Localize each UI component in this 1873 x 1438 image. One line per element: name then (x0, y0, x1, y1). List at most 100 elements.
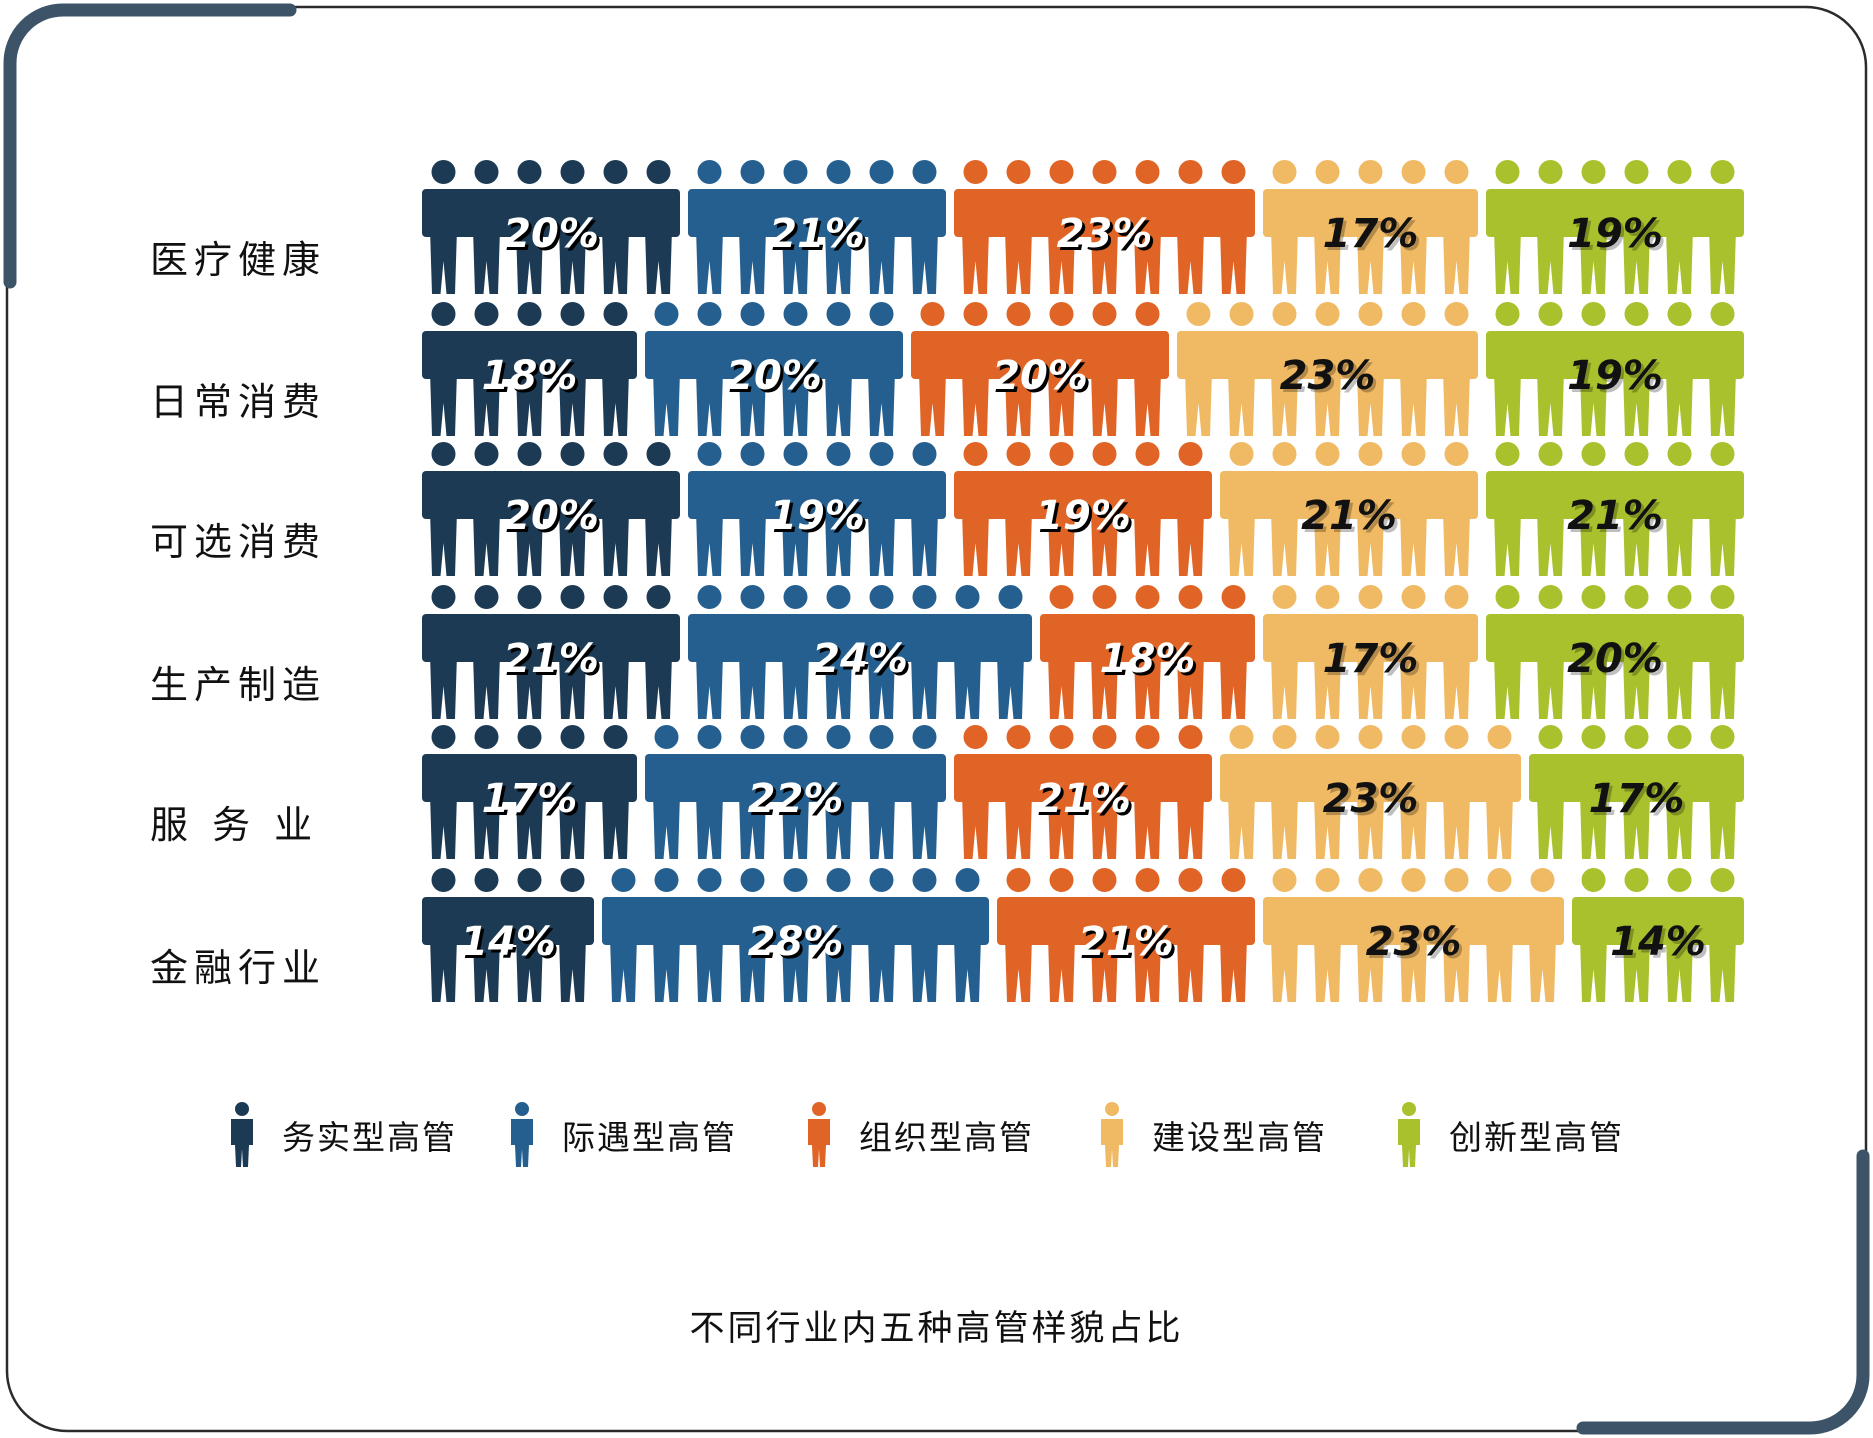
person-legs (430, 654, 457, 719)
person-legs (911, 654, 938, 719)
person-head (1358, 160, 1383, 184)
value-label-shadow: 19% (1038, 496, 1134, 542)
person-legs (1666, 511, 1693, 576)
person-legs (739, 654, 766, 719)
person-head (912, 585, 937, 609)
person-legs (825, 937, 852, 1002)
person-head (1667, 868, 1692, 892)
segment-4 (1177, 302, 1478, 436)
person-head (1538, 585, 1563, 609)
person-head (740, 868, 765, 892)
value-label: 21% (1078, 919, 1174, 965)
person-legs (1271, 937, 1298, 1002)
person-legs (1666, 371, 1693, 436)
value-label: 19% (769, 493, 865, 539)
person-legs (868, 229, 895, 294)
person-legs (1537, 794, 1564, 859)
person-head (783, 302, 808, 326)
person-legs (739, 511, 766, 576)
value-label: 20% (503, 493, 599, 539)
person-head (646, 442, 671, 466)
value-label: 17% (1323, 636, 1419, 682)
person-legs (1314, 371, 1341, 436)
person-legs (1177, 654, 1204, 719)
person-head (474, 442, 499, 466)
person-legs (825, 229, 852, 294)
person-head (826, 725, 851, 749)
person-head (697, 302, 722, 326)
person-legs (1623, 371, 1650, 436)
segment-bar (1263, 614, 1478, 662)
person-legs (1228, 794, 1255, 859)
person-head (1006, 302, 1031, 326)
person-legs (1443, 654, 1470, 719)
person-head (1487, 725, 1512, 749)
person-legs (1228, 511, 1255, 576)
person-legs (1271, 371, 1298, 436)
person-head (1006, 160, 1031, 184)
person-head (1135, 725, 1160, 749)
person-legs (1443, 229, 1470, 294)
person-legs (1048, 511, 1075, 576)
category-label: 金融行业 (150, 946, 327, 990)
person-legs (559, 371, 586, 436)
segment-2 (645, 725, 946, 859)
person-head (826, 442, 851, 466)
person-legs (516, 371, 543, 436)
person-head (603, 442, 628, 466)
person-head (1581, 160, 1606, 184)
person-head (1135, 160, 1160, 184)
person-head (1006, 868, 1031, 892)
person-legs (1400, 371, 1427, 436)
person-head (517, 868, 542, 892)
person-head (517, 442, 542, 466)
segment-2 (688, 585, 1032, 719)
person-icon (511, 1102, 533, 1167)
person-legs (1357, 511, 1384, 576)
person-legs (1314, 937, 1341, 1002)
value-label: 17% (1589, 776, 1685, 822)
person-head (431, 302, 456, 326)
segment-5 (1486, 442, 1744, 576)
segment-4 (1263, 160, 1478, 294)
person-legs (1091, 937, 1118, 1002)
person-head (1401, 585, 1426, 609)
person-head (1710, 585, 1735, 609)
legend-item: 建设型高管 (1098, 1100, 1327, 1170)
person-head (1495, 160, 1520, 184)
segment-bar (1040, 614, 1255, 662)
segment-bar (1220, 754, 1521, 802)
person-head (1581, 725, 1606, 749)
person-head (517, 585, 542, 609)
person-head (560, 725, 585, 749)
person-head (603, 725, 628, 749)
segment-bar (422, 471, 680, 519)
person-head (1401, 725, 1426, 749)
person-legs (1220, 937, 1247, 1002)
person-legs (1091, 654, 1118, 719)
person-legs (696, 229, 723, 294)
person-head (1049, 442, 1074, 466)
person-legs (1005, 511, 1032, 576)
person-head (1221, 868, 1246, 892)
person-legs (1005, 371, 1032, 436)
person-head (1358, 585, 1383, 609)
person-legs (1048, 229, 1075, 294)
person-legs (430, 794, 457, 859)
person-head (912, 442, 937, 466)
value-label: 23% (1323, 776, 1419, 822)
person-legs (1537, 229, 1564, 294)
value-label-shadow: 14% (1613, 922, 1709, 968)
person-head (1272, 302, 1297, 326)
person-head (740, 160, 765, 184)
value-label-shadow: 21% (1304, 496, 1400, 542)
value-label-shadow: 21% (1081, 922, 1177, 968)
person-head (431, 868, 456, 892)
person-legs (645, 511, 672, 576)
person-legs (653, 937, 680, 1002)
person-legs (1443, 371, 1470, 436)
person-legs (1709, 511, 1736, 576)
person-legs (1271, 794, 1298, 859)
person-legs (739, 371, 766, 436)
value-label: 18% (1100, 636, 1196, 682)
